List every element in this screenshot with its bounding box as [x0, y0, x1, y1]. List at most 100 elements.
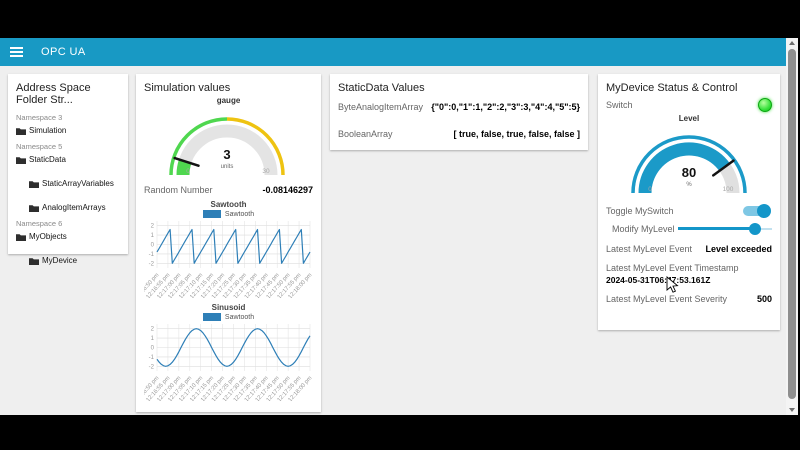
card-mydevice-status: MyDevice Status & Control Switch Level 8…: [598, 74, 780, 330]
chart-title-sinusoid: Sinusoid: [211, 303, 246, 312]
app-title: OPC UA: [41, 46, 86, 58]
namespace-label: Namespace 6: [16, 219, 63, 228]
card-staticdata-values: StaticData Values ByteAnalogItemArray {"…: [330, 74, 588, 150]
chart-legend: Sawtooth: [144, 210, 313, 218]
event-severity-label: Latest MyLevel Event Severity: [606, 294, 728, 304]
gauge-value-arc: [638, 142, 730, 194]
gauge-text: 0: [648, 186, 652, 193]
tree-item-label: Simulation: [29, 126, 67, 135]
gauge-zone-arc: [631, 135, 747, 194]
legend-swatch: [202, 313, 221, 321]
slider-knob[interactable]: [749, 222, 762, 235]
gauge-text: 80: [682, 165, 696, 180]
event-row: Latest MyLevel Event Level exceeded: [606, 244, 772, 254]
scroll-up-icon[interactable]: [789, 41, 795, 45]
event-timestamp-value: 2024-05-31T06:47:53.161Z: [606, 275, 711, 285]
card-simulation-values: Simulation values gauge 3 units 0 30 Random…: [136, 74, 321, 412]
chart-y-tick-label: 0: [151, 243, 155, 249]
chart-y-tick-label: -1: [149, 355, 155, 361]
chart-y-tick-label: 0: [151, 346, 155, 352]
namespace-label: Namespace 5: [16, 142, 63, 151]
menu-icon[interactable]: [10, 47, 23, 57]
event-timestamp-block: Latest MyLevel Event Timestamp 2024-05-3…: [606, 263, 772, 285]
random-number-label: Random Number: [144, 185, 213, 195]
event-severity-value: 500: [756, 294, 772, 304]
random-number-value: -0.08146297: [262, 185, 313, 195]
toggle-label: Toggle MySwitch: [606, 206, 674, 216]
static-row-value: [ true, false, true, false, false ]: [453, 129, 580, 139]
gauge-text: 100: [723, 186, 734, 193]
tree-item-analogitemarrays[interactable]: AnalogItemArrays: [29, 203, 120, 212]
gauge-text: 0: [186, 168, 190, 175]
tree-item-label: MyDevice: [42, 256, 78, 265]
address-space-tree: Namespace 3 Simulation Namespace 5 StaticDa…: [16, 113, 120, 265]
static-row: ByteAnalogItemArray {"0":0,"1":1,"2":2,"…: [338, 102, 580, 112]
static-row-value: {"0":0,"1":1,"2":2,"3":3,"4":4,"5":5}: [431, 102, 580, 112]
gauge-needle: [712, 159, 735, 177]
legend-label: Sawtooth: [224, 210, 255, 218]
chart-y-tick-label: 1: [151, 336, 155, 342]
static-row-label: ByteAnalogItemArray: [338, 102, 424, 112]
gauge-text: 3: [223, 147, 230, 162]
event-label: Latest MyLevel Event: [606, 244, 693, 254]
tree-item-label: MyObjects: [29, 232, 67, 241]
card-address-space: Address Space Folder Str... Namespace 3 S…: [8, 74, 128, 265]
gauge-zone-arc: [226, 117, 285, 176]
legend-swatch: [202, 210, 221, 218]
dashboard-viewport: OPC UA Address Space Folder Str... Names…: [0, 38, 798, 415]
level-gauge-title: Level: [678, 114, 700, 123]
folder-icon: [29, 204, 39, 212]
tree-item-staticdata[interactable]: StaticData: [16, 155, 120, 164]
tree-item-staticarrayvariables[interactable]: StaticArrayVariables: [29, 179, 120, 188]
switch-led-indicator: [758, 98, 772, 112]
chart-y-tick-label: 1: [151, 233, 155, 239]
tree-item-label: StaticData: [29, 155, 66, 164]
switch-row: Switch: [606, 98, 772, 112]
card-title: StaticData Values: [338, 82, 425, 94]
slider-row: Modify MyLevel: [606, 222, 772, 235]
folder-icon: [16, 156, 26, 164]
chart-legend: Sawtooth: [144, 313, 313, 321]
gauge-track: [176, 124, 278, 176]
gauge-needle: [173, 156, 200, 167]
random-number-row: Random Number -0.08146297: [144, 185, 313, 195]
vertical-scrollbar[interactable]: [786, 38, 798, 415]
simulation-gauge: 3 units 0 30: [169, 117, 285, 176]
event-severity-row: Latest MyLevel Event Severity 500: [606, 294, 772, 304]
gauge-text: %: [686, 182, 692, 188]
toggle-knob[interactable]: [757, 204, 771, 218]
scroll-down-icon[interactable]: [789, 408, 795, 412]
tree-item-myobjects[interactable]: MyObjects: [16, 232, 120, 241]
folder-icon: [16, 233, 26, 241]
chart-y-tick-label: -2: [149, 261, 155, 267]
gauge-title: gauge: [216, 96, 241, 105]
chart-title-sawtooth: Sawtooth: [210, 200, 247, 209]
event-timestamp-label: Latest MyLevel Event Timestamp: [606, 263, 739, 273]
mylevel-slider[interactable]: [678, 222, 772, 235]
event-value: Level exceeded: [705, 244, 772, 254]
tree-item-mydevice[interactable]: MyDevice: [29, 256, 120, 265]
myswitch-toggle[interactable]: [743, 204, 771, 218]
chart-y-tick-label: -1: [149, 252, 155, 258]
static-row: BooleanArray [ true, false, true, false,…: [338, 129, 580, 139]
gauge-zone-arc: [169, 117, 228, 176]
legend-label: Sawtooth: [224, 313, 255, 321]
gauge-text: 30: [262, 168, 270, 175]
card-title: Simulation values: [144, 82, 231, 94]
static-row-label: BooleanArray: [338, 129, 393, 139]
folder-icon: [29, 180, 39, 188]
chart-line: [156, 228, 311, 264]
folder-icon: [29, 257, 39, 265]
level-gauge: 80% 0 100: [631, 135, 747, 194]
tree-item-simulation[interactable]: Simulation: [16, 126, 120, 135]
chart-y-tick-label: -2: [149, 364, 155, 370]
chart-y-tick-label: 2: [151, 224, 155, 230]
scrollbar-thumb[interactable]: [788, 49, 796, 399]
chart-y-tick-label: 2: [151, 327, 155, 333]
switch-label: Switch: [606, 100, 633, 110]
gauge-text: units: [221, 164, 234, 170]
chart-line: [156, 328, 311, 367]
